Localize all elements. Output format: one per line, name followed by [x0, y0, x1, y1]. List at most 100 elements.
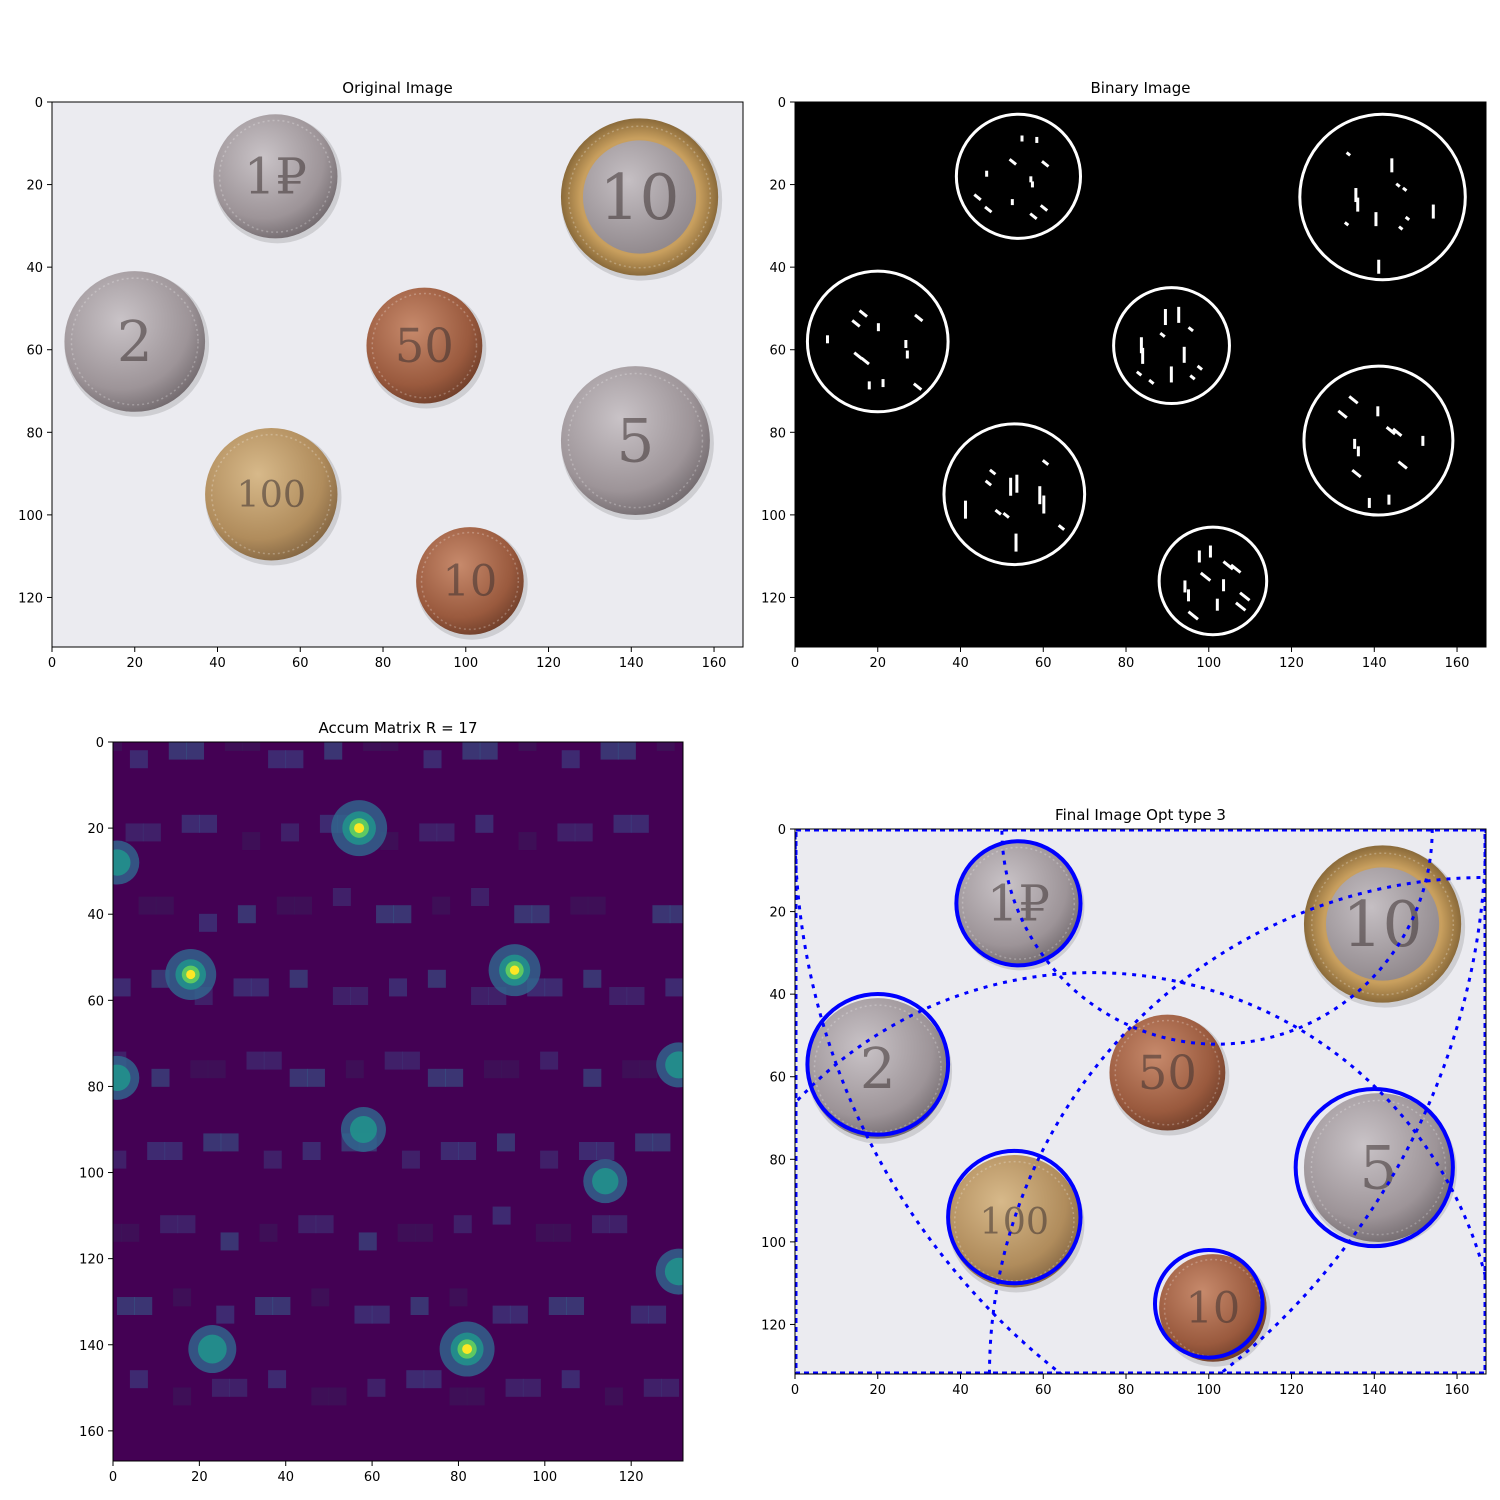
heatmap-cell: [492, 1305, 511, 1324]
heatmap-cell: [311, 1288, 330, 1307]
heatmap-cell: [540, 1051, 559, 1070]
coin-label: 10: [1186, 1284, 1241, 1334]
heatmap-cell: [484, 1060, 502, 1079]
x-tick-label: 100: [453, 656, 478, 671]
heatmap-cell: [410, 1297, 429, 1316]
y-tick-label: 140: [79, 1339, 104, 1354]
y-tick-label: 0: [778, 96, 786, 111]
border-circle-trace: [794, 828, 1487, 1375]
heatmap-cell: [121, 1223, 140, 1242]
heatmap-cell: [216, 1305, 235, 1324]
heatmap-cell: [643, 1378, 662, 1397]
panel-3: 0 20 40 60 80 100 120 0 20 40 60 80 100 120 140 160 Accu…: [79, 719, 684, 1485]
coin-rim: [953, 1160, 1075, 1282]
peak-mid: [592, 1167, 619, 1195]
heatmap-cell: [453, 1215, 472, 1234]
heatmap-cell: [570, 896, 589, 915]
heatmap-cell: [220, 1232, 239, 1251]
heatmap-cell: [661, 1378, 680, 1397]
x-tick-label: 20: [191, 1470, 208, 1485]
y-tick-label: 40: [769, 261, 786, 276]
heatmap-cell: [427, 1068, 446, 1087]
x-tick-label: 60: [292, 656, 309, 671]
heatmap-cell: [289, 1068, 308, 1087]
coin-body: [416, 527, 524, 635]
heatmap-cell: [315, 1215, 334, 1234]
y-tick-label: 0: [96, 736, 104, 751]
heatmap-cell: [496, 1133, 515, 1152]
heatmap-cell: [345, 1060, 364, 1079]
heatmap-cell: [423, 1370, 442, 1389]
coin: 10: [560, 118, 723, 281]
edge-fragment: [994, 508, 1002, 516]
edge-fragment: [1041, 160, 1050, 168]
edge-circle: [1298, 112, 1467, 282]
heatmap-cell: [617, 742, 636, 760]
y-tick-label: 100: [761, 1236, 786, 1251]
coin-label: 2: [860, 1037, 896, 1102]
y-tick-label: 80: [769, 1153, 786, 1168]
heatmap-cell: [609, 987, 628, 1006]
heatmap-cell: [557, 823, 576, 842]
heatmap-cell: [246, 1051, 265, 1070]
heatmap-cell: [635, 1133, 654, 1152]
y-tick-label: 120: [761, 591, 786, 606]
heatmap-cell: [609, 1215, 628, 1234]
heatmap-cell: [242, 742, 261, 751]
edge-fragment: [988, 468, 997, 476]
peak-max: [462, 1344, 473, 1355]
coin-rim: [568, 125, 712, 269]
coin-rim: [70, 277, 199, 406]
x-tick-label: 80: [1118, 656, 1135, 671]
heatmap-cell: [268, 1370, 287, 1389]
heatmap-cell: [397, 1223, 416, 1242]
heatmap-cell: [445, 1068, 464, 1087]
edge-fragment: [1187, 610, 1199, 621]
heatmap-cell: [229, 1378, 248, 1397]
heatmap-cell: [440, 1142, 459, 1161]
edge-fragment: [1351, 468, 1362, 479]
heatmap-cell: [389, 978, 407, 997]
heatmap-cell: [242, 832, 261, 851]
heatmap-cell: [492, 1206, 511, 1225]
edge-fragment: [1039, 204, 1049, 212]
heatmap-cell: [186, 742, 205, 760]
heatmap-cell: [622, 1060, 641, 1079]
x-tick-label: 0: [791, 1383, 799, 1398]
heatmap-cell: [173, 1288, 192, 1307]
x-tick-label: 60: [1035, 656, 1052, 671]
heatmap-cell: [604, 1387, 623, 1406]
heatmap-cell: [652, 905, 671, 924]
coin: 1₽: [956, 841, 1085, 971]
edge-fragment: [1348, 395, 1359, 405]
heatmap-cell: [255, 1297, 274, 1316]
coin-core: [582, 140, 697, 254]
heatmap-cell: [458, 1142, 477, 1161]
x-tick-label: 140: [1362, 1383, 1387, 1398]
edge-circle: [1112, 286, 1231, 406]
heatmap-cell: [544, 978, 563, 997]
heatmap-cell: [401, 1150, 420, 1169]
detected-circle: [1152, 1248, 1265, 1360]
heatmap-cell: [134, 1297, 153, 1316]
heatmap-cell: [505, 1378, 524, 1397]
heatmap-cell: [263, 1051, 282, 1070]
heatmap-cell: [324, 742, 343, 760]
coin-rim: [961, 846, 1076, 960]
heatmap-cell: [268, 750, 287, 769]
x-tick-label: 0: [109, 1470, 117, 1485]
coin-body: [366, 287, 483, 404]
coin-label: 50: [1138, 1046, 1197, 1100]
heatmap-cell: [427, 969, 446, 988]
heatmap-cell: [207, 1060, 226, 1079]
x-tick-label: 160: [1445, 1383, 1470, 1398]
edge-fragment: [860, 356, 870, 366]
edge-fragment: [1199, 571, 1212, 582]
heatmap-cell: [449, 1387, 468, 1406]
coin-rim: [1310, 1099, 1447, 1236]
y-tick-label: 120: [761, 1318, 786, 1333]
edge-fragment: [1404, 215, 1411, 222]
